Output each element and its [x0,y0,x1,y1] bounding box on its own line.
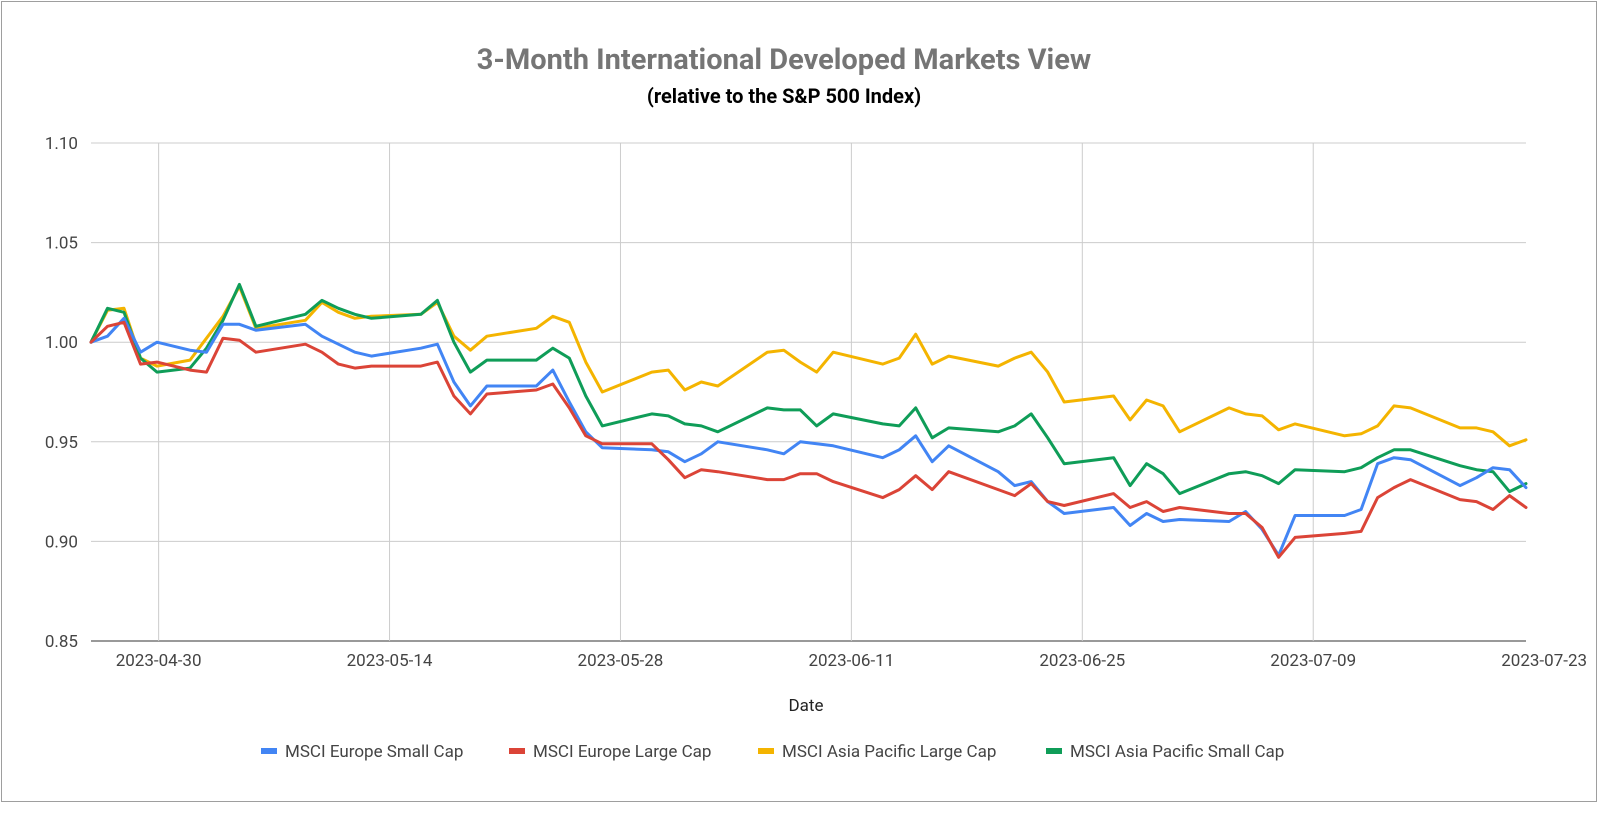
series-line-msci-europe-large-cap [89,320,1528,559]
x-axis-ticks: 2023-04-30 2023-05-14 2023-05-28 2023-06-11… [116,651,1587,671]
legend-item[interactable]: MSCI Asia Pacific Large Cap [758,742,996,762]
y-tick-label: 0.95 [45,433,78,453]
y-axis-ticks: 1.10 1.05 1.00 0.95 0.90 0.85 [45,134,78,652]
y-tick-label: 0.90 [45,532,78,552]
series-line-msci-europe-small-cap [89,316,1528,557]
x-tick-label: 2023-06-11 [808,651,894,671]
x-tick-label: 2023-04-30 [116,651,202,671]
legend-label: MSCI Asia Pacific Large Cap [782,742,996,762]
y-tick-label: 1.05 [45,234,78,254]
legend-swatch [758,748,774,754]
legend-swatch [1046,748,1062,754]
x-tick-label: 2023-06-25 [1039,651,1125,671]
legend-label: MSCI Europe Large Cap [533,742,711,762]
x-tick-label: 2023-05-28 [578,651,664,671]
line-chart: 3-Month International Developed Markets … [45,43,1587,762]
x-tick-label: 2023-07-23 [1501,651,1587,671]
series-lines [89,282,1528,559]
chart-subtitle: (relative to the S&P 500 Index) [647,84,921,108]
legend-label: MSCI Asia Pacific Small Cap [1070,742,1284,762]
y-tick-label: 0.85 [45,632,78,652]
y-tick-label: 1.10 [45,134,78,154]
chart-title: 3-Month International Developed Markets … [477,43,1091,77]
series-line-msci-asia-pacific-small-cap [89,282,1528,496]
chart-frame: 3-Month International Developed Markets … [1,1,1597,802]
legend-label: MSCI Europe Small Cap [285,742,463,762]
legend[interactable]: MSCI Europe Small Cap MSCI Europe Large C… [261,742,1284,762]
x-axis-label: Date [789,696,824,716]
legend-item[interactable]: MSCI Asia Pacific Small Cap [1046,742,1284,762]
x-tick-label: 2023-05-14 [347,651,433,671]
legend-item[interactable]: MSCI Europe Large Cap [509,742,711,762]
legend-item[interactable]: MSCI Europe Small Cap [261,742,463,762]
y-tick-label: 1.00 [45,333,78,353]
legend-swatch [509,748,525,754]
legend-swatch [261,748,277,754]
x-tick-label: 2023-07-09 [1270,651,1356,671]
gridlines [91,142,1526,642]
series-line-msci-asia-pacific-large-cap [89,284,1528,448]
